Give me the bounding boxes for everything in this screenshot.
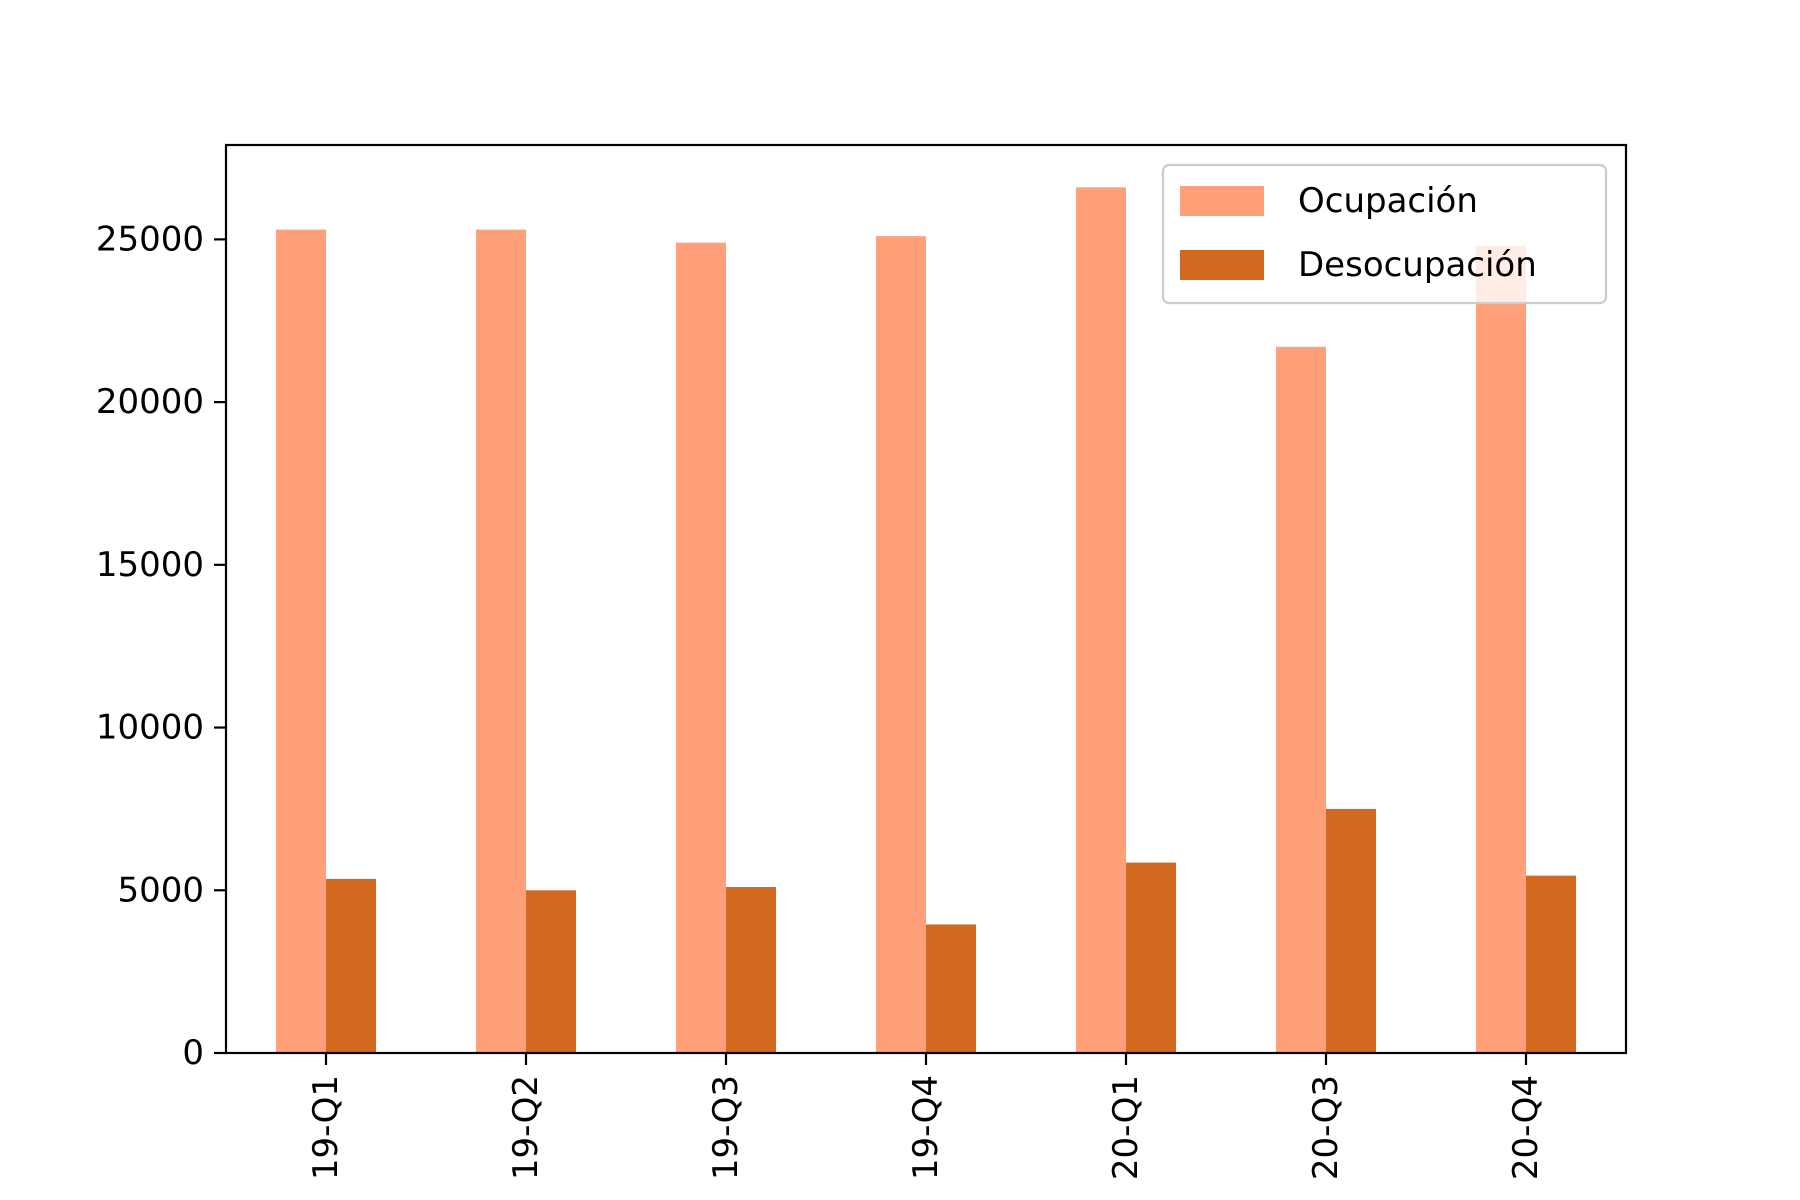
bar-desocupacion-5 bbox=[1326, 808, 1376, 1053]
x-tick-label-5: 20-Q3 bbox=[1306, 1075, 1346, 1180]
bar-ocupacion-2 bbox=[676, 242, 726, 1054]
x-tick-label-2: 19-Q3 bbox=[706, 1075, 746, 1180]
y-tick-label-5: 25000 bbox=[96, 219, 204, 259]
legend-swatch-1 bbox=[1180, 250, 1264, 280]
y-axis: 0 5000 10000 15000 20000 25000 bbox=[96, 219, 226, 1073]
bar-ocupacion-5 bbox=[1276, 346, 1326, 1053]
x-tick-label-1: 19-Q2 bbox=[506, 1075, 546, 1180]
y-tick-label-0: 0 bbox=[182, 1033, 204, 1073]
plot-frame bbox=[224, 143, 1628, 1055]
bar-ocupacion-6 bbox=[1476, 245, 1526, 1053]
y-tick-label-2: 10000 bbox=[96, 708, 204, 748]
bar-desocupacion-4 bbox=[1126, 862, 1176, 1053]
bar-desocupacion-1 bbox=[526, 890, 576, 1053]
legend-box bbox=[1161, 163, 1608, 305]
bar-desocupacion-6 bbox=[1526, 875, 1576, 1053]
x-tick-label-0: 19-Q1 bbox=[306, 1075, 346, 1180]
bar-desocupacion-0 bbox=[326, 878, 376, 1053]
bar-desocupacion-2 bbox=[726, 887, 776, 1053]
x-axis: 19-Q1 19-Q2 19-Q3 19-Q4 20-Q1 20-Q3 20-Q4 bbox=[306, 1053, 1546, 1180]
y-tick-label-1: 5000 bbox=[117, 870, 204, 910]
bar-ocupacion-3 bbox=[876, 236, 926, 1054]
legend-swatch-0 bbox=[1180, 186, 1264, 216]
y-tick-label-4: 20000 bbox=[96, 382, 204, 422]
legend-label-0: Ocupación bbox=[1298, 181, 1478, 221]
bar-ocupacion-1 bbox=[476, 229, 526, 1054]
legend-label-1: Desocupación bbox=[1298, 245, 1537, 285]
x-tick-label-4: 20-Q1 bbox=[1106, 1075, 1146, 1180]
legend: Ocupación Desocupación bbox=[1161, 163, 1608, 305]
x-tick-label-3: 19-Q4 bbox=[906, 1075, 946, 1180]
bar-ocupacion-0 bbox=[276, 229, 326, 1054]
x-tick-label-6: 20-Q4 bbox=[1506, 1075, 1546, 1180]
bar-ocupacion-4 bbox=[1076, 187, 1126, 1054]
bars-layer bbox=[276, 187, 1576, 1054]
y-tick-label-3: 15000 bbox=[96, 545, 204, 585]
bar-desocupacion-3 bbox=[926, 924, 976, 1053]
